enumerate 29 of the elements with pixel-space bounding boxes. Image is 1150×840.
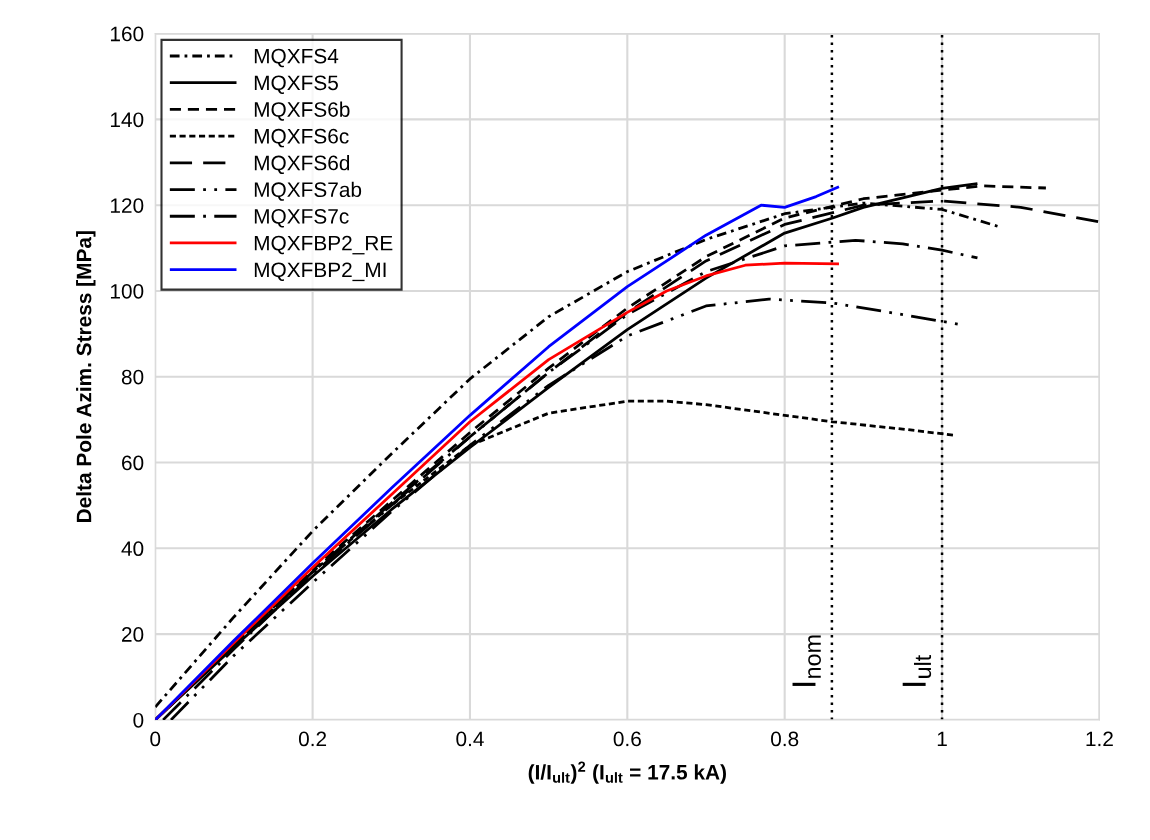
- y-tick-label: 80: [121, 369, 144, 385]
- y-tick-label: 160: [110, 26, 144, 42]
- y-axis-title: Delta Pole Azim. Stress [MPa]: [76, 231, 96, 522]
- x-tick-label: 0.8: [771, 731, 799, 747]
- x-tick-label: 0.2: [298, 731, 327, 747]
- x-tick-label: 1.2: [1086, 731, 1113, 747]
- legend-label: MQXFS6c: [254, 128, 349, 148]
- legend-label: MQXFBP2_RE: [254, 235, 393, 255]
- y-tick-label: 20: [122, 627, 144, 642]
- y-tick-label: 120: [110, 198, 144, 213]
- ref-line-label: I$_{ult}$: [902, 654, 932, 686]
- x-tick-label: 0: [150, 731, 161, 747]
- ref-line-label: I$_{nom}$: [792, 635, 821, 686]
- y-tick-label: 140: [110, 112, 144, 128]
- x-tick-label: 1: [937, 731, 947, 747]
- y-tick-label: 0: [133, 712, 144, 728]
- x-tick-label: 0.6: [613, 731, 641, 747]
- y-tick-label: 60: [122, 455, 144, 471]
- y-tick-label: 40: [121, 541, 144, 557]
- y-tick-label: 100: [110, 283, 144, 299]
- legend-label: MQXFS7c: [254, 209, 349, 228]
- legend-label: MQXFS5: [254, 75, 338, 94]
- legend-label: MQXFS7ab: [254, 181, 362, 201]
- x-axis-title: (I/I$_{ult}$)$^{2}$ (I$_{ult}$ = 17.5 kA): [528, 761, 726, 784]
- legend-label: MQXFS6b: [254, 101, 350, 121]
- x-tick-label: 0.4: [456, 731, 484, 747]
- legend-label: MQXFS6d: [254, 155, 350, 175]
- legend-label: MQXFBP2_MI: [254, 262, 386, 282]
- legend-label: MQXFS4: [254, 48, 339, 68]
